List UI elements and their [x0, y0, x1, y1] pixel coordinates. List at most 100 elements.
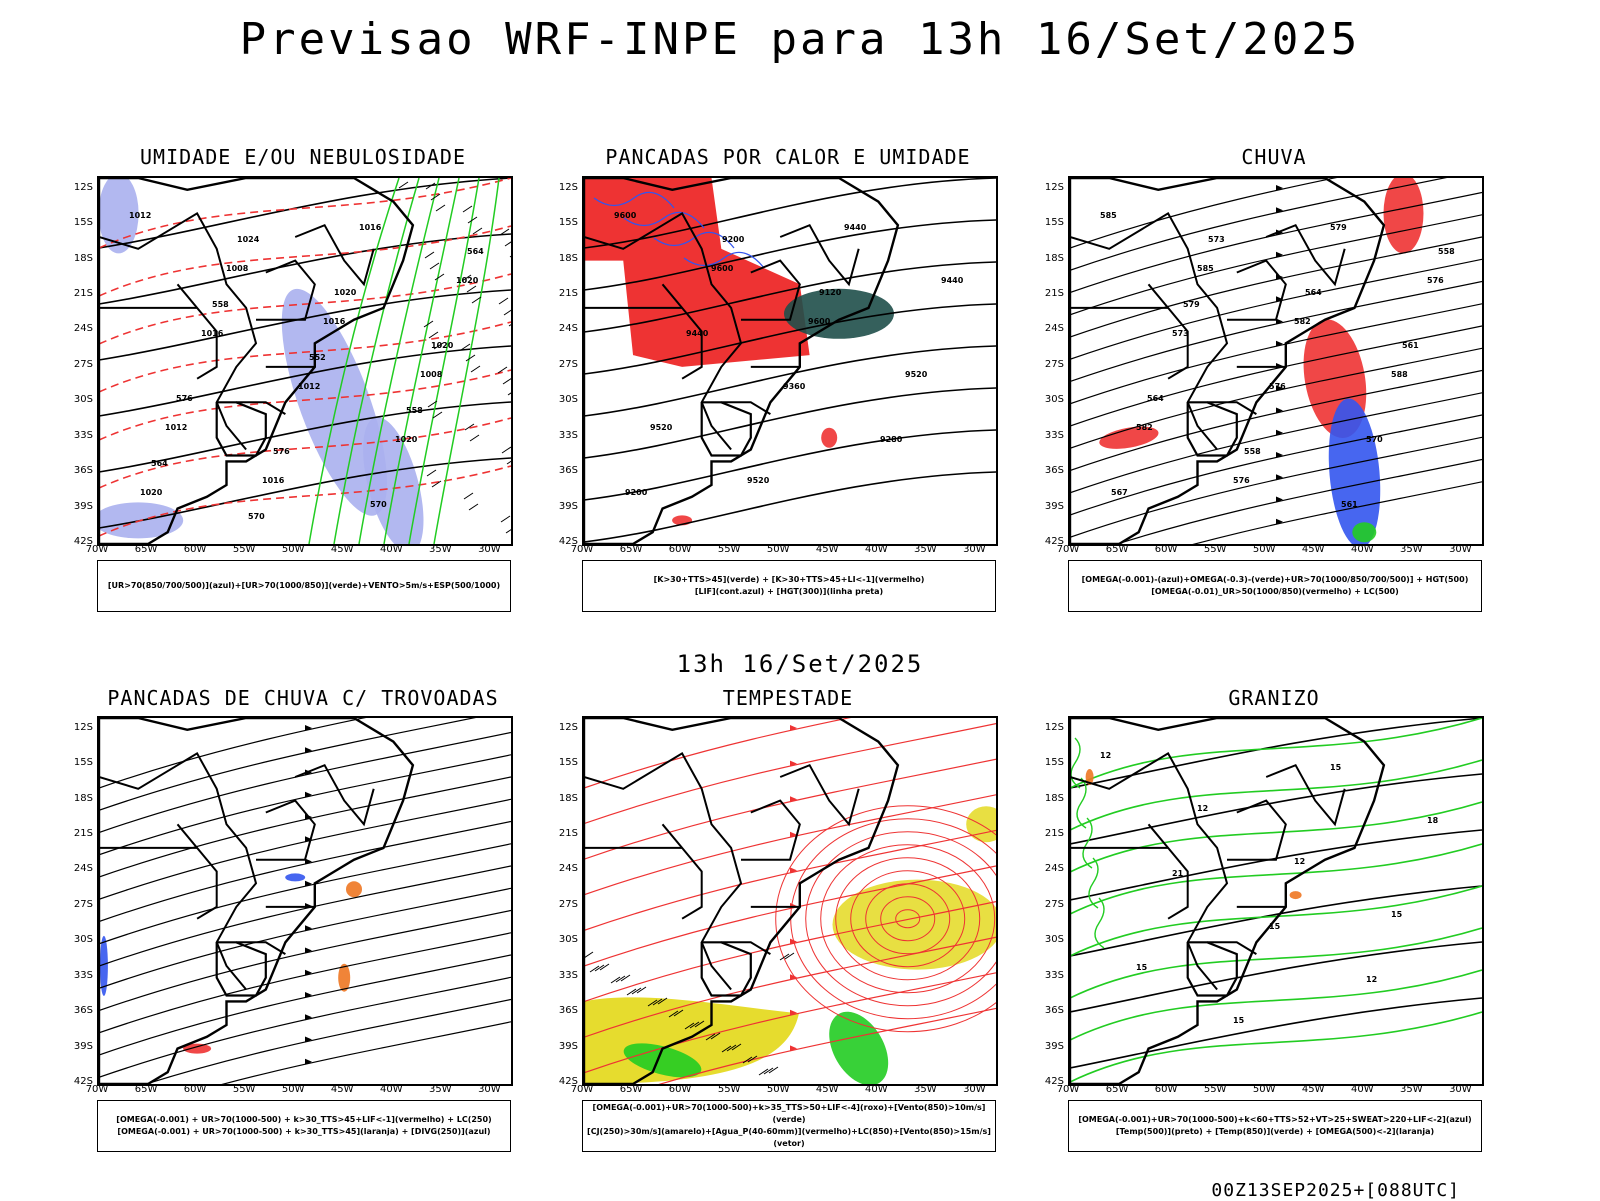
contour-label: 1016 [262, 476, 285, 485]
wind-vector [584, 951, 594, 959]
legend-trovoadas: [OMEGA(-0.001) + UR>70(1000-500) + k>30_… [97, 1100, 511, 1152]
country-border [721, 401, 771, 415]
lon-tick-label: 55W [232, 1084, 256, 1095]
streamline-850 [895, 909, 921, 929]
lon-tick-label: 60W [668, 1084, 692, 1095]
wind-vector [501, 446, 511, 454]
lat-tick-label: 21S [73, 288, 93, 300]
streamline-850 [835, 857, 981, 981]
contour-label: 9280 [880, 435, 903, 444]
flow-arrow [1276, 385, 1283, 392]
thickness-contour [99, 178, 511, 249]
streamline-500 [1192, 481, 1482, 544]
lon-tick-label: 30W [963, 1084, 986, 1095]
flow-arrow [1276, 340, 1283, 347]
panel-title-granizo: GRANIZO [1228, 686, 1320, 710]
temp850-contour [1070, 737, 1081, 789]
height-contour [584, 303, 996, 375]
contour-label: 1008 [226, 264, 249, 273]
convection-unstable-area [821, 427, 838, 448]
lon-tick-label: 35W [914, 544, 937, 555]
lat-tick-label: 27S [558, 898, 578, 910]
lon-tick-label: 50W [766, 1084, 790, 1095]
contour-label: 9520 [747, 476, 770, 485]
contour-label: 582 [1294, 317, 1311, 326]
lat-tick-label: 27S [558, 358, 578, 370]
coastline [1070, 178, 1386, 544]
country-border [1070, 212, 1229, 451]
wind-vector [599, 963, 610, 971]
map-canvas-umidade: 1012 1008 1016 1008 1012 1016 1016 1020 1016 1012… [99, 178, 511, 544]
flow-arrow [305, 836, 312, 843]
lat-tick-label: 36S [73, 465, 93, 477]
lat-tick-label: 24S [1044, 323, 1064, 335]
legend-pancadas-calor: [K>30+TTS>45](verde) + [K>30+TTS>45+LI<-… [582, 560, 996, 612]
country-border [741, 259, 801, 321]
streamline-850 [820, 844, 996, 994]
wind-vector [626, 988, 637, 996]
lon-tick-label: 65W [1105, 544, 1129, 555]
lon-tick-label: 50W [281, 544, 305, 555]
contour-label: 9520 [650, 423, 673, 432]
contour-label: 1016 [201, 329, 224, 338]
lat-tick-label: 18S [73, 792, 93, 804]
wind-vector [721, 1045, 732, 1053]
country-border [256, 259, 316, 321]
wind-vector [747, 1055, 758, 1063]
contour-label: 558 [406, 406, 423, 415]
lon-tick-label: 45W [330, 544, 354, 555]
thunderstorm-strong-area [183, 1043, 212, 1054]
lon-tick-label: 40W [1350, 1084, 1374, 1095]
lon-tick-label: 60W [668, 544, 692, 555]
lat-tick-label: 42S [558, 1076, 578, 1087]
contour-label: 12 [1100, 751, 1111, 760]
country-border [661, 283, 703, 380]
omega-area [1085, 769, 1094, 785]
country-border [1265, 763, 1346, 827]
humidity-lowlevel-contour [383, 178, 460, 544]
contour-label: 12 [1197, 804, 1208, 813]
wind-vector [505, 529, 511, 534]
lifted-index-contour [593, 191, 675, 209]
contour-label: 1016 [323, 317, 346, 326]
flow-arrow [305, 925, 312, 932]
lat-tick-label: 24S [73, 323, 93, 335]
coastline [584, 178, 900, 544]
temp850-contour [1070, 1011, 1482, 1083]
wind-vector [471, 296, 482, 304]
flow-arrow [305, 791, 312, 798]
flow-arrow [790, 796, 797, 803]
contour-label: 15 [1233, 1016, 1245, 1025]
wind-vector [508, 324, 511, 327]
lon-tick-label: 65W [1105, 1084, 1129, 1095]
lat-tick-label: 21S [73, 828, 93, 840]
wind-vector [465, 354, 476, 362]
lat-tick-label: 24S [1044, 863, 1064, 875]
flow-arrow [305, 1014, 312, 1021]
legend-line: [CJ(250)>30m/s](amarelo)+[Agua_P(40-60mm… [587, 1127, 991, 1148]
contour-label: 576 [1269, 382, 1286, 391]
lat-tick-label: 39S [73, 1040, 93, 1052]
wind-vector [423, 320, 434, 328]
flow-arrow [305, 992, 312, 998]
lat-tick-label: 30S [1044, 934, 1064, 946]
lat-tick-label: 12S [1044, 181, 1064, 193]
rain-area [1383, 178, 1424, 254]
panel-title-pancadas-calor: PANCADAS POR CALOR E UMIDADE [605, 145, 971, 169]
contour-label: 1012 [129, 211, 151, 220]
streamline-850 [805, 831, 996, 1007]
wind-vector [768, 1066, 779, 1074]
country-border [1265, 223, 1346, 287]
lat-tick-label: 33S [558, 429, 578, 441]
flow-arrow [305, 747, 312, 754]
streamline-850 [850, 870, 966, 968]
flow-arrow [1276, 318, 1283, 325]
contour-label: 570 [370, 500, 387, 509]
lon-tick-label: 70W [570, 544, 594, 555]
lat-tick-label: 30S [558, 394, 578, 406]
coastline [584, 718, 900, 1084]
lat-tick-label: 33S [1044, 969, 1064, 981]
thickness-contour [99, 273, 511, 345]
wind-vector [610, 976, 621, 984]
lat-tick-label: 33S [73, 429, 93, 441]
